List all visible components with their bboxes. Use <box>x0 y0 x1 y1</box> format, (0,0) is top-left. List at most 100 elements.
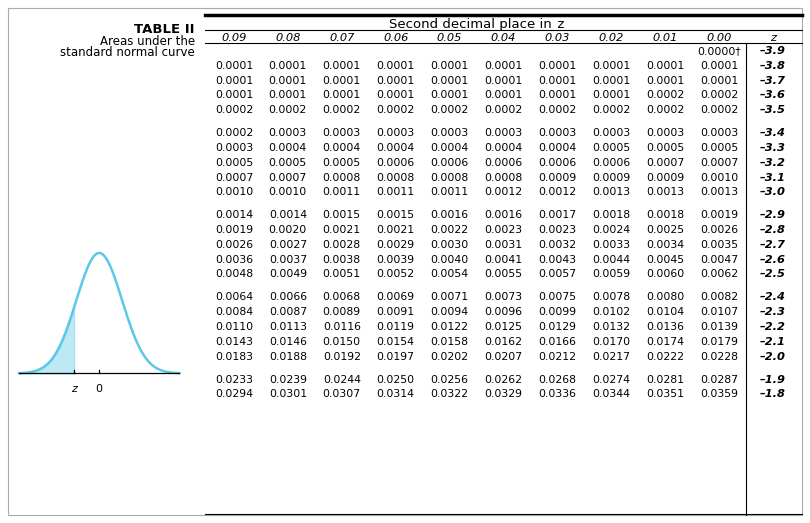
Text: 0.0166: 0.0166 <box>539 337 577 347</box>
Text: 0.0013: 0.0013 <box>700 187 738 197</box>
Text: 0.0006: 0.0006 <box>430 158 469 168</box>
Text: 0.0009: 0.0009 <box>592 173 630 183</box>
Text: 0: 0 <box>96 384 103 394</box>
Text: 0.0075: 0.0075 <box>539 292 577 302</box>
Text: 0.0158: 0.0158 <box>431 337 469 347</box>
Text: 0.06: 0.06 <box>383 33 408 43</box>
Text: 0.0001: 0.0001 <box>646 61 684 71</box>
Text: 0.0099: 0.0099 <box>539 307 577 317</box>
Text: 0.0008: 0.0008 <box>430 173 469 183</box>
Text: 0.0003: 0.0003 <box>539 128 577 138</box>
Text: 0.0011: 0.0011 <box>322 187 360 197</box>
Text: –3.1: –3.1 <box>760 173 786 183</box>
Text: 0.0000†: 0.0000† <box>697 46 741 56</box>
Text: 0.0045: 0.0045 <box>646 255 684 265</box>
Text: 0.0005: 0.0005 <box>215 158 253 168</box>
Text: 0.0001: 0.0001 <box>322 90 361 100</box>
Text: 0.0005: 0.0005 <box>592 143 630 153</box>
Text: –2.1: –2.1 <box>760 337 786 347</box>
Text: 0.0057: 0.0057 <box>539 269 577 279</box>
Text: 0.0003: 0.0003 <box>646 128 684 138</box>
Text: 0.0359: 0.0359 <box>700 389 738 400</box>
Text: 0.0113: 0.0113 <box>269 322 307 332</box>
Text: 0.0268: 0.0268 <box>539 374 577 384</box>
Text: –3.6: –3.6 <box>760 90 786 100</box>
Text: 0.0037: 0.0037 <box>269 255 307 265</box>
Text: 0.0005: 0.0005 <box>269 158 307 168</box>
Text: 0.0012: 0.0012 <box>484 187 522 197</box>
Text: 0.07: 0.07 <box>329 33 355 43</box>
Text: 0.0154: 0.0154 <box>377 337 415 347</box>
Text: 0.0102: 0.0102 <box>592 307 630 317</box>
Text: 0.0051: 0.0051 <box>322 269 360 279</box>
Text: 0.0008: 0.0008 <box>377 173 415 183</box>
Text: 0.01: 0.01 <box>653 33 678 43</box>
Text: 0.0001: 0.0001 <box>322 76 361 86</box>
Text: 0.0047: 0.0047 <box>700 255 738 265</box>
Text: 0.0250: 0.0250 <box>377 374 415 384</box>
Text: 0.0002: 0.0002 <box>700 105 738 115</box>
Text: 0.0002: 0.0002 <box>646 105 684 115</box>
Text: 0.0132: 0.0132 <box>592 322 630 332</box>
Text: 0.0071: 0.0071 <box>431 292 469 302</box>
Text: 0.0003: 0.0003 <box>430 128 469 138</box>
Text: 0.0001: 0.0001 <box>484 61 522 71</box>
Text: 0.0015: 0.0015 <box>377 210 415 220</box>
Text: 0.0020: 0.0020 <box>269 225 307 235</box>
Text: 0.0001: 0.0001 <box>269 61 307 71</box>
Text: –3.9: –3.9 <box>760 46 786 56</box>
Text: 0.0003: 0.0003 <box>269 128 307 138</box>
Text: 0.0287: 0.0287 <box>700 374 738 384</box>
Text: 0.0244: 0.0244 <box>322 374 360 384</box>
Text: 0.0084: 0.0084 <box>215 307 253 317</box>
Text: 0.0003: 0.0003 <box>215 143 253 153</box>
Text: 0.0038: 0.0038 <box>322 255 360 265</box>
Text: 0.0110: 0.0110 <box>215 322 253 332</box>
Text: 0.0006: 0.0006 <box>484 158 522 168</box>
Text: 0.0016: 0.0016 <box>484 210 522 220</box>
Text: 0.09: 0.09 <box>221 33 246 43</box>
Text: 0.0233: 0.0233 <box>215 374 253 384</box>
Text: 0.0001: 0.0001 <box>215 76 253 86</box>
Text: 0.0002: 0.0002 <box>646 90 684 100</box>
Text: 0.0069: 0.0069 <box>377 292 415 302</box>
Text: 0.0003: 0.0003 <box>484 128 522 138</box>
Text: 0.0025: 0.0025 <box>646 225 684 235</box>
Text: 0.0001: 0.0001 <box>322 61 361 71</box>
Text: 0.0059: 0.0059 <box>592 269 630 279</box>
Text: 0.08: 0.08 <box>275 33 301 43</box>
Text: 0.0044: 0.0044 <box>592 255 630 265</box>
Text: –2.6: –2.6 <box>760 255 786 265</box>
Text: –3.0: –3.0 <box>760 187 786 197</box>
Text: 0.0026: 0.0026 <box>700 225 738 235</box>
Text: 0.0002: 0.0002 <box>430 105 469 115</box>
Text: 0.0146: 0.0146 <box>269 337 307 347</box>
Text: 0.0192: 0.0192 <box>322 351 360 361</box>
Text: 0.0028: 0.0028 <box>322 240 360 250</box>
Text: 0.0089: 0.0089 <box>322 307 360 317</box>
Text: 0.0136: 0.0136 <box>646 322 684 332</box>
Text: 0.0013: 0.0013 <box>646 187 684 197</box>
Text: 0.0005: 0.0005 <box>646 143 684 153</box>
Text: 0.0001: 0.0001 <box>700 61 738 71</box>
Text: Second decimal place in  z: Second decimal place in z <box>389 18 565 31</box>
Text: 0.0035: 0.0035 <box>700 240 738 250</box>
Text: 0.0174: 0.0174 <box>646 337 684 347</box>
Text: 0.0011: 0.0011 <box>377 187 415 197</box>
Text: 0.0001: 0.0001 <box>592 76 630 86</box>
Text: 0.0002: 0.0002 <box>215 128 253 138</box>
Text: 0.0001: 0.0001 <box>269 76 307 86</box>
Text: 0.0228: 0.0228 <box>700 351 738 361</box>
Text: 0.02: 0.02 <box>599 33 624 43</box>
Text: 0.0001: 0.0001 <box>430 76 469 86</box>
Text: 0.0197: 0.0197 <box>377 351 415 361</box>
Text: standard normal curve: standard normal curve <box>60 46 195 59</box>
Text: 0.0022: 0.0022 <box>431 225 469 235</box>
Text: 0.0013: 0.0013 <box>592 187 630 197</box>
Text: 0.0001: 0.0001 <box>539 90 577 100</box>
Text: 0.0344: 0.0344 <box>592 389 630 400</box>
Text: 0.0018: 0.0018 <box>592 210 630 220</box>
Text: 0.0011: 0.0011 <box>431 187 469 197</box>
Text: 0.0027: 0.0027 <box>269 240 307 250</box>
Text: 0.0043: 0.0043 <box>539 255 577 265</box>
